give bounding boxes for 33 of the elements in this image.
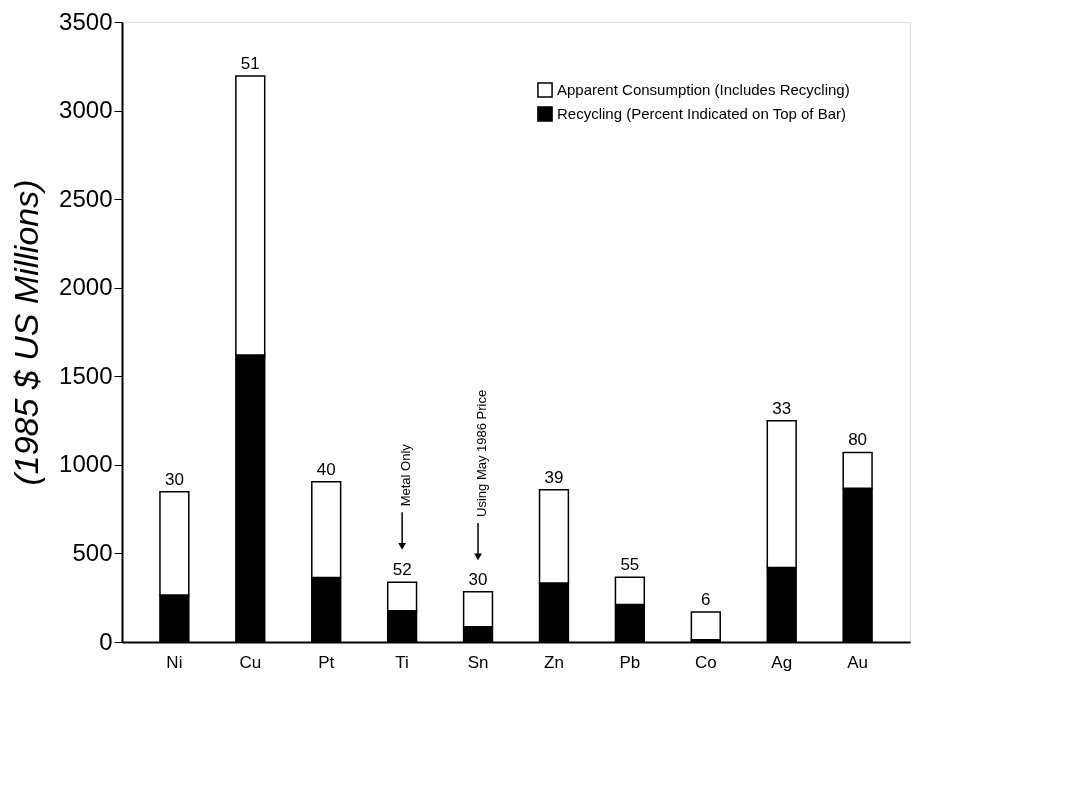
annotation: 30 bbox=[164, 469, 184, 489]
y-tick-label: 2500 bbox=[59, 184, 113, 212]
annotation: 51 bbox=[240, 54, 260, 74]
annotation: 6 bbox=[701, 589, 711, 609]
y-tick-label: 2000 bbox=[59, 273, 113, 301]
annotation: 30 bbox=[468, 569, 488, 589]
y-tick-label: 3000 bbox=[59, 96, 113, 124]
x-tick-label: Pb bbox=[619, 652, 641, 672]
annotation: 55 bbox=[620, 555, 640, 575]
x-tick-label: Ag bbox=[771, 652, 793, 672]
annotation: 40 bbox=[316, 459, 336, 479]
x-tick-label: Ni bbox=[166, 652, 183, 672]
annotation: Using May 1986 Price bbox=[474, 389, 490, 517]
y-tick-label: 3500 bbox=[59, 7, 113, 35]
x-tick-label: Ti bbox=[395, 652, 409, 672]
legend-label: Apparent Consumption (Includes Recycling) bbox=[557, 81, 850, 98]
x-tick-label: Sn bbox=[467, 652, 489, 672]
annotation: 52 bbox=[392, 560, 412, 580]
y-axis-title: (1985 $ US Millions) bbox=[7, 179, 46, 486]
x-tick-label: Au bbox=[847, 652, 869, 672]
annotation: 33 bbox=[772, 398, 792, 418]
annotation: 39 bbox=[544, 467, 564, 487]
y-tick-label: 1000 bbox=[59, 450, 113, 478]
annotation: Metal Only bbox=[398, 443, 414, 507]
legend-label: Recycling (Percent Indicated on Top of Bar) bbox=[557, 105, 847, 122]
y-tick-label: 500 bbox=[72, 538, 113, 566]
x-tick-label: Cu bbox=[239, 652, 262, 672]
y-tick-label: 0 bbox=[99, 627, 113, 655]
x-tick-label: Zn bbox=[544, 652, 564, 672]
annotation: 80 bbox=[848, 430, 868, 450]
y-tick-label: 1500 bbox=[59, 361, 113, 389]
x-tick-label: Pt bbox=[318, 652, 335, 672]
x-tick-label: Co bbox=[694, 652, 717, 672]
